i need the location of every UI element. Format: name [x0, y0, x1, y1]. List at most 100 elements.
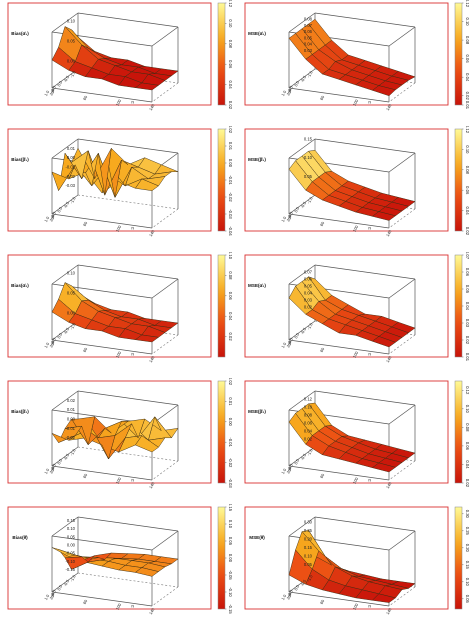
colorbar-tick-label: 0.08	[228, 40, 233, 49]
n-axis-label: n	[368, 225, 371, 230]
n-axis-label: n	[368, 603, 371, 608]
colorbar-tick-label: 0.04	[465, 460, 470, 469]
colorbar-tick-label: 0.04	[465, 73, 470, 82]
n-tick-label: 140	[148, 480, 156, 489]
theta-tick-label: 1.0	[43, 467, 50, 475]
z-tick-label: 0.07	[304, 23, 313, 28]
z-tick-label: 0.10	[304, 405, 313, 410]
n-axis-label: n	[131, 351, 134, 356]
colorbar-tick-label: 0.05	[465, 595, 470, 604]
colorbar-tick-label: 0.08	[465, 36, 470, 45]
box-edge	[51, 12, 79, 33]
colorbar-tick-label: -0.15	[228, 604, 233, 614]
theta-tick-label: -0.5	[62, 326, 70, 335]
box-edge	[288, 339, 390, 355]
n-tick-label: 60	[319, 94, 326, 101]
colorbar	[454, 128, 463, 232]
theta-tick-label: 0.5	[50, 336, 57, 344]
box-edge	[388, 152, 416, 173]
z-tick-label: 0.01	[67, 407, 76, 412]
colorbar-tick-label: 0.06	[465, 268, 470, 277]
n-tick-label: 100	[352, 602, 360, 611]
theta-ticks: -1.0-0.50.00.51.0	[280, 69, 314, 97]
box-edge	[388, 404, 416, 425]
z-tick-label: 0.08	[304, 413, 313, 418]
colorbar-tick-label: 0.10	[228, 19, 233, 28]
n-ticks: 20 60 100 140	[285, 341, 392, 363]
colorbar-tick-label: 0.25	[465, 527, 470, 536]
colorbar-tick-label: 0.05	[228, 537, 233, 546]
theta-tick-label: 0.0	[293, 457, 300, 465]
plot-frame	[7, 506, 212, 610]
n-tick-label: 140	[385, 228, 393, 237]
n-tick-label: 140	[148, 102, 156, 111]
colorbar-tick-label: 0.03	[465, 319, 470, 328]
z-tick-label: 0.00	[67, 417, 76, 422]
colorbar	[217, 2, 226, 106]
n-tick-label: 60	[319, 220, 326, 227]
z-tick-label: 0.04	[304, 291, 313, 296]
theta-ticks: -1.0-0.50.00.51.0	[43, 447, 77, 475]
z-tick-label: 0.03	[304, 48, 313, 53]
surface-facet	[51, 547, 76, 557]
n-tick-label: 100	[115, 602, 123, 611]
box-edge	[288, 465, 390, 481]
theta-tick-label: -0.5	[62, 452, 70, 461]
n-tick-label: 20	[285, 593, 292, 600]
z-ticks: 0.02 0.01 0.00 -0.01 -0.02	[65, 398, 75, 440]
n-ticks: 20 60 100 140	[285, 467, 392, 489]
box-edge	[77, 264, 179, 280]
theta-tick-label: -0.5	[299, 578, 307, 587]
box-edge-hidden	[151, 82, 179, 103]
theta-tick-label: -1.0	[306, 195, 314, 204]
box-edge	[314, 390, 416, 406]
z-tick-label: 0.15	[304, 137, 313, 142]
colorbar	[454, 380, 463, 484]
n-tick-label: 100	[115, 476, 123, 485]
z-tick-label: 0.03	[304, 298, 313, 303]
theta-tick-label: 0.0	[293, 205, 300, 213]
z-tick-label: 0.10	[304, 155, 313, 160]
colorbar-tick-label: 0.05	[465, 285, 470, 294]
theta-tick-label: -1.0	[69, 195, 77, 204]
theta-tick-label: 0.5	[50, 588, 57, 596]
colorbar-tick-label: -0.02	[228, 192, 233, 202]
colorbar-tick-label: 0.01	[465, 101, 470, 110]
z-ticks: 0.10 0.05 0.00	[67, 19, 76, 64]
colorbar-tick-label: 0.06	[465, 442, 470, 451]
theta-tick-label: 1.0	[43, 215, 50, 223]
theta-tick-label: 0.5	[50, 84, 57, 92]
z-tick-label: 0.00	[67, 59, 76, 64]
box-edge-hidden	[77, 572, 179, 588]
z-tick-label: 0.02	[304, 437, 313, 442]
theta-tick-label: 1.0	[43, 593, 50, 601]
box-edge	[51, 264, 79, 285]
theta-axis-label: θ	[289, 215, 292, 220]
box-edge	[288, 446, 316, 467]
z-axis-label: MSE(β̂₁)	[248, 157, 266, 162]
surface	[288, 149, 416, 221]
theta-axis-label: θ	[289, 467, 292, 472]
z-axis-label: MSE(θ̂)	[249, 535, 265, 540]
colorbar-tick-label: 0.08	[228, 271, 233, 280]
theta-tick-label: 1.0	[280, 215, 287, 223]
n-tick-label: 60	[82, 598, 89, 605]
plot-frame	[244, 2, 449, 106]
colorbar-tick-label: 0.12	[465, 386, 470, 395]
theta-tick-label: -1.0	[69, 447, 77, 456]
z-tick-label: 0.20	[304, 537, 313, 542]
box-edge	[51, 87, 153, 103]
z-tick-label: 0.00	[67, 311, 76, 316]
plot-frame	[7, 254, 212, 358]
colorbar-tick-label: 0.02	[465, 227, 470, 236]
n-ticks: 20 60 100 140	[48, 593, 155, 615]
colorbar-tick-label: 0.10	[465, 145, 470, 154]
box-edge	[288, 68, 316, 89]
surface	[51, 547, 179, 577]
n-axis-label: n	[131, 99, 134, 104]
theta-tick-label: 1.0	[280, 341, 287, 349]
colorbar-tick-label: -0.02	[228, 458, 233, 468]
n-tick-label: 20	[48, 215, 55, 222]
colorbar-tick-label: 0.02	[228, 126, 233, 134]
colorbar-tick-label: 0.00	[228, 159, 233, 168]
